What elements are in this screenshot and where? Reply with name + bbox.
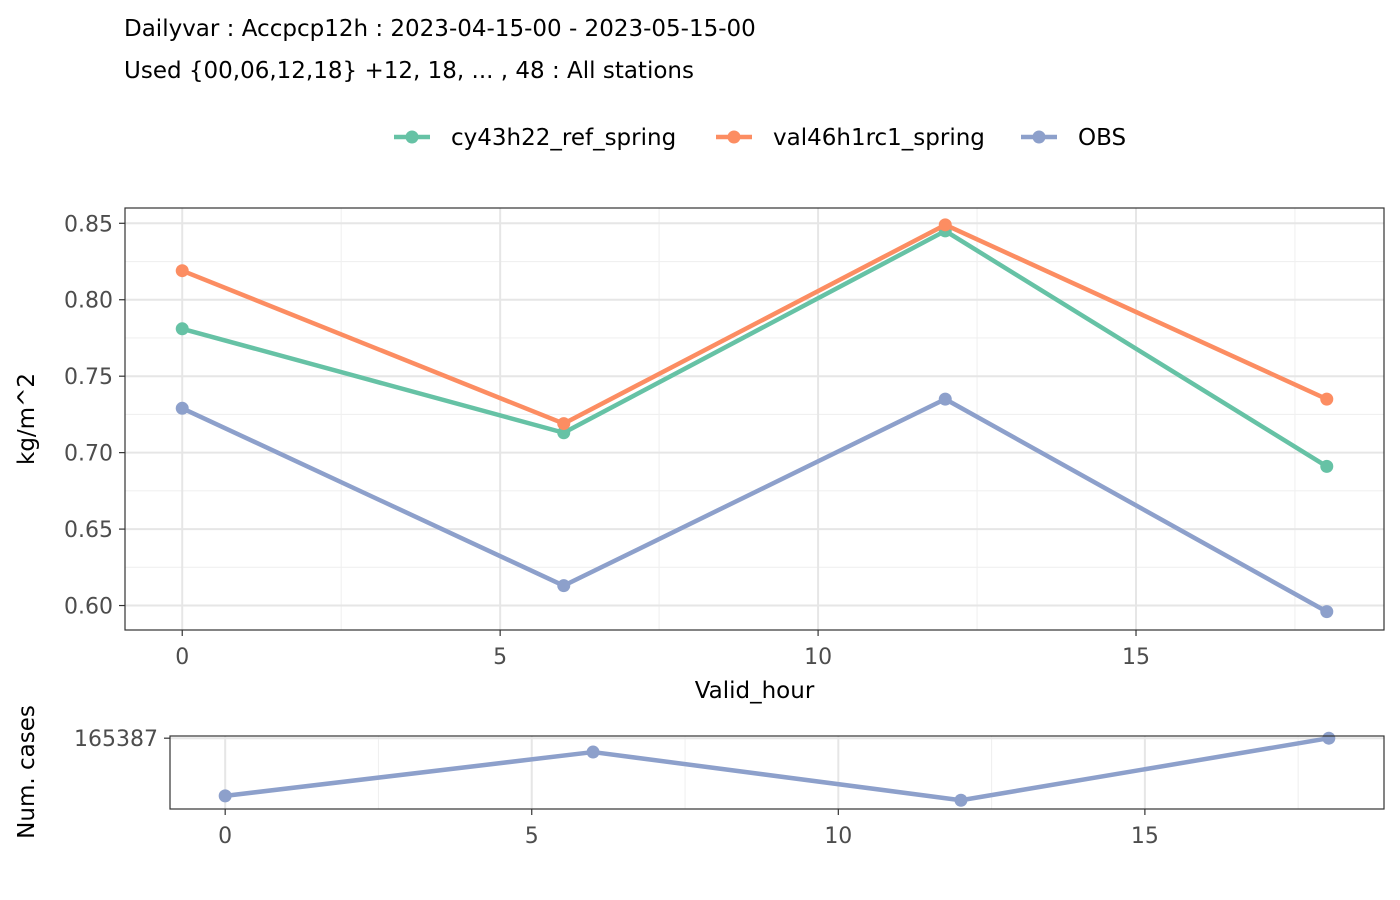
y-tick-label: 0.85: [64, 212, 113, 237]
data-point-cases: [218, 789, 232, 803]
data-point-val46h1rc1_spring: [557, 417, 571, 431]
data-point-val46h1rc1_spring: [938, 218, 952, 232]
series-line-cases: [224, 735, 1330, 803]
x-tick-label: 10: [824, 824, 852, 849]
plot-background: [125, 208, 1384, 630]
legend-key-point: [1032, 130, 1046, 144]
data-point-cases: [1322, 731, 1336, 745]
data-point-OBS: [1320, 605, 1334, 619]
data-point-OBS: [175, 401, 189, 415]
series-line-OBS: [181, 396, 1328, 614]
y-tick-label: 0.60: [64, 595, 113, 620]
legend-key-point: [727, 130, 741, 144]
y-tick-label: 165387: [74, 727, 158, 752]
data-point-cases: [954, 793, 968, 807]
legend-label: cy43h22_ref_spring: [451, 125, 676, 151]
x-tick-label: 15: [1122, 645, 1150, 670]
legend: cy43h22_ref_spring val46h1rc1_spring OBS: [394, 125, 1126, 151]
data-point-cy43h22_ref_spring: [557, 426, 571, 440]
series-line-cy43h22_ref_spring: [181, 228, 1328, 469]
plot-background: [170, 736, 1384, 809]
y-axis-title: kg/m^2: [14, 373, 40, 465]
panel-border: [169, 735, 1385, 810]
data-point-OBS: [938, 392, 952, 406]
x-tick-label: 5: [493, 645, 507, 670]
data-point-val46h1rc1_spring: [1320, 392, 1334, 406]
x-tick-label: 10: [804, 645, 832, 670]
y-tick-label: 0.80: [64, 289, 113, 314]
x-axis-title: Valid_hour: [695, 678, 815, 704]
x-tick-label: 0: [175, 645, 189, 670]
legend-label: OBS: [1078, 125, 1126, 151]
series-line-val46h1rc1_spring: [181, 222, 1328, 426]
data-point-val46h1rc1_spring: [175, 264, 189, 278]
main-plot-panel: 0 5 10 15 0.60 0.65 0.70 0.75 0.80 0.85 Valid_hour…: [14, 207, 1385, 704]
data-point-cy43h22_ref_spring: [175, 322, 189, 336]
x-tick-label: 15: [1131, 824, 1159, 849]
x-tick-label: 5: [525, 824, 539, 849]
y-tick-label: 0.75: [64, 365, 113, 390]
legend-key-point: [405, 130, 419, 144]
legend-item-cy43h22_ref_spring: cy43h22_ref_spring: [394, 125, 676, 151]
num-cases-panel: 0 5 10 15 165387 Num. cases: [14, 705, 1385, 849]
chart-title-block: Dailyvar : Accpcp12h : 2023-04-15-00 - 2…: [124, 8, 756, 92]
data-point-cases: [586, 745, 600, 759]
y-tick-label: 0.70: [64, 442, 113, 467]
panel-border: [124, 207, 1385, 631]
legend-item-val46h1rc1_spring: val46h1rc1_spring: [716, 125, 985, 151]
x-tick-label: 0: [218, 824, 232, 849]
data-point-cy43h22_ref_spring: [1320, 459, 1334, 473]
chart-title: Dailyvar : Accpcp12h : 2023-04-15-00 - 2…: [124, 16, 756, 42]
chart-subtitle: Used {00,06,12,18} +12, 18, ... , 48 : A…: [124, 58, 694, 84]
legend-label: val46h1rc1_spring: [773, 125, 985, 151]
legend-item-OBS: OBS: [1021, 125, 1126, 151]
data-point-OBS: [557, 579, 571, 593]
y-tick-label: 0.65: [64, 518, 113, 543]
y-axis-title: Num. cases: [14, 705, 40, 839]
